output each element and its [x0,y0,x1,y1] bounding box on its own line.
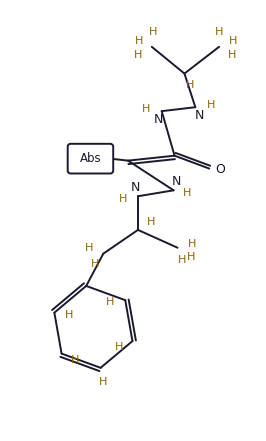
Text: H: H [114,342,123,352]
Text: H: H [65,310,73,320]
Text: H: H [178,254,187,265]
Text: N: N [154,112,163,126]
Text: H: H [85,243,94,253]
Text: H: H [186,80,195,90]
Text: H: H [149,27,157,37]
Text: H: H [71,355,80,365]
Text: H: H [207,100,215,110]
Text: Abs: Abs [80,152,101,165]
Text: H: H [135,36,143,46]
Text: H: H [187,252,196,262]
Text: H: H [134,50,142,60]
Text: H: H [147,217,155,227]
Text: H: H [142,104,150,114]
Text: H: H [106,297,115,307]
Text: N: N [130,181,140,194]
Text: H: H [183,188,192,198]
Text: H: H [228,50,236,60]
FancyBboxPatch shape [68,144,113,173]
Text: H: H [98,377,107,387]
Text: H: H [91,258,99,269]
Text: N: N [195,108,204,122]
Text: H: H [215,27,223,37]
Text: O: O [215,163,225,176]
Text: H: H [188,239,197,249]
Text: H: H [229,36,237,46]
Text: N: N [172,175,181,188]
Text: H: H [119,194,127,204]
